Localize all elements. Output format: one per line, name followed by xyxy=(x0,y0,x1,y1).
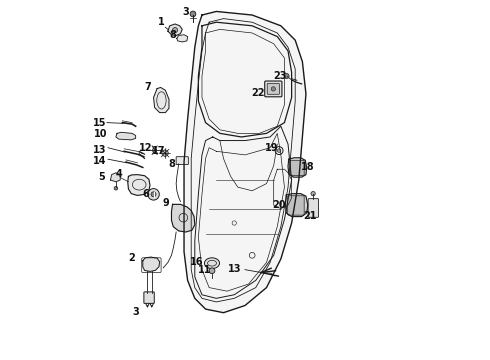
Text: 17: 17 xyxy=(152,146,166,156)
Polygon shape xyxy=(177,35,188,42)
Polygon shape xyxy=(286,194,308,217)
Polygon shape xyxy=(168,24,182,36)
Circle shape xyxy=(190,11,196,17)
Text: 2: 2 xyxy=(128,253,135,263)
Text: 4: 4 xyxy=(115,169,122,179)
Text: 23: 23 xyxy=(273,71,287,81)
FancyBboxPatch shape xyxy=(288,196,304,215)
Polygon shape xyxy=(288,158,307,177)
Text: 18: 18 xyxy=(301,162,315,172)
Text: 1: 1 xyxy=(158,17,165,27)
Polygon shape xyxy=(116,132,136,140)
Text: 13: 13 xyxy=(227,264,241,274)
FancyBboxPatch shape xyxy=(308,199,318,217)
Text: 16: 16 xyxy=(190,257,204,267)
Circle shape xyxy=(148,189,159,200)
Text: 21: 21 xyxy=(303,211,317,221)
Polygon shape xyxy=(128,175,150,195)
Circle shape xyxy=(311,192,315,196)
Text: 8: 8 xyxy=(169,159,175,169)
Text: 15: 15 xyxy=(93,118,106,128)
Circle shape xyxy=(271,87,275,91)
Text: 8: 8 xyxy=(169,30,176,40)
Text: 10: 10 xyxy=(94,130,108,139)
FancyBboxPatch shape xyxy=(290,160,304,175)
Text: 12: 12 xyxy=(139,143,152,153)
Circle shape xyxy=(114,186,118,190)
Text: 9: 9 xyxy=(162,198,169,208)
Text: 20: 20 xyxy=(272,200,286,210)
Text: 13: 13 xyxy=(94,145,107,155)
FancyBboxPatch shape xyxy=(267,84,279,94)
Circle shape xyxy=(151,192,156,197)
Circle shape xyxy=(172,28,177,33)
FancyBboxPatch shape xyxy=(176,157,188,165)
Polygon shape xyxy=(172,204,195,232)
Text: 11: 11 xyxy=(198,265,212,275)
Text: 6: 6 xyxy=(142,189,148,199)
Polygon shape xyxy=(143,257,160,271)
Text: 3: 3 xyxy=(182,7,189,17)
Text: 14: 14 xyxy=(94,156,107,166)
Text: 19: 19 xyxy=(265,143,279,153)
Polygon shape xyxy=(184,12,306,313)
Circle shape xyxy=(162,150,168,156)
FancyBboxPatch shape xyxy=(144,292,154,303)
Polygon shape xyxy=(111,173,120,182)
Ellipse shape xyxy=(204,258,220,269)
Circle shape xyxy=(209,268,215,274)
Circle shape xyxy=(284,73,289,78)
Text: 3: 3 xyxy=(132,307,139,316)
Text: 7: 7 xyxy=(145,82,151,92)
Text: 22: 22 xyxy=(251,88,264,98)
Circle shape xyxy=(277,149,281,152)
FancyBboxPatch shape xyxy=(265,81,282,97)
Circle shape xyxy=(152,148,157,152)
Polygon shape xyxy=(153,87,169,113)
Text: 5: 5 xyxy=(98,172,105,183)
